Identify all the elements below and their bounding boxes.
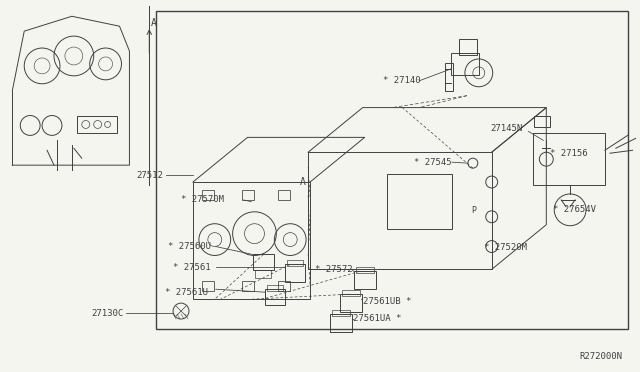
Bar (354, 271, 376, 289)
Bar (340, 294, 362, 312)
Bar (266, 289, 285, 305)
Text: * 27570M: * 27570M (181, 195, 224, 204)
Bar (356, 267, 374, 273)
Bar (342, 290, 360, 296)
Text: * 27654V: * 27654V (553, 205, 596, 214)
Bar (332, 310, 350, 316)
Text: 27512: 27512 (136, 171, 163, 180)
Bar (241, 190, 253, 200)
Bar (533, 134, 605, 185)
Bar (287, 260, 303, 266)
Text: 27561UB *: 27561UB * (363, 296, 411, 306)
Text: 27145N: 27145N (491, 124, 523, 133)
Bar (255, 270, 271, 278)
Bar (202, 190, 214, 200)
Text: A: A (300, 177, 306, 187)
Text: * 27520M: * 27520M (484, 243, 527, 252)
Bar (451, 53, 479, 75)
Text: * 27572: * 27572 (315, 265, 353, 274)
Bar (459, 39, 477, 55)
Text: * 27140: * 27140 (383, 76, 420, 85)
Text: R272000N: R272000N (580, 352, 623, 361)
Text: * 27156: * 27156 (550, 149, 588, 158)
Text: * 27560U: * 27560U (168, 242, 211, 251)
Text: * 27545: * 27545 (414, 158, 452, 167)
Text: 27561UA *: 27561UA * (353, 314, 401, 324)
Text: * 27561: * 27561 (173, 263, 211, 272)
Bar (156, 11, 628, 329)
Bar (534, 116, 550, 128)
Bar (278, 190, 290, 200)
Text: 27130C: 27130C (92, 308, 124, 318)
Bar (278, 281, 290, 291)
Bar (330, 314, 352, 332)
Bar (308, 152, 492, 269)
Bar (387, 174, 452, 229)
Bar (77, 116, 116, 134)
Bar (241, 281, 253, 291)
Text: P: P (471, 206, 476, 215)
Bar (445, 63, 453, 91)
Bar (285, 264, 305, 282)
Bar (202, 281, 214, 291)
Text: A: A (151, 18, 157, 28)
Bar (253, 254, 275, 270)
Bar (193, 182, 310, 299)
Text: * 27561U: * 27561U (165, 288, 208, 297)
Bar (268, 285, 284, 291)
